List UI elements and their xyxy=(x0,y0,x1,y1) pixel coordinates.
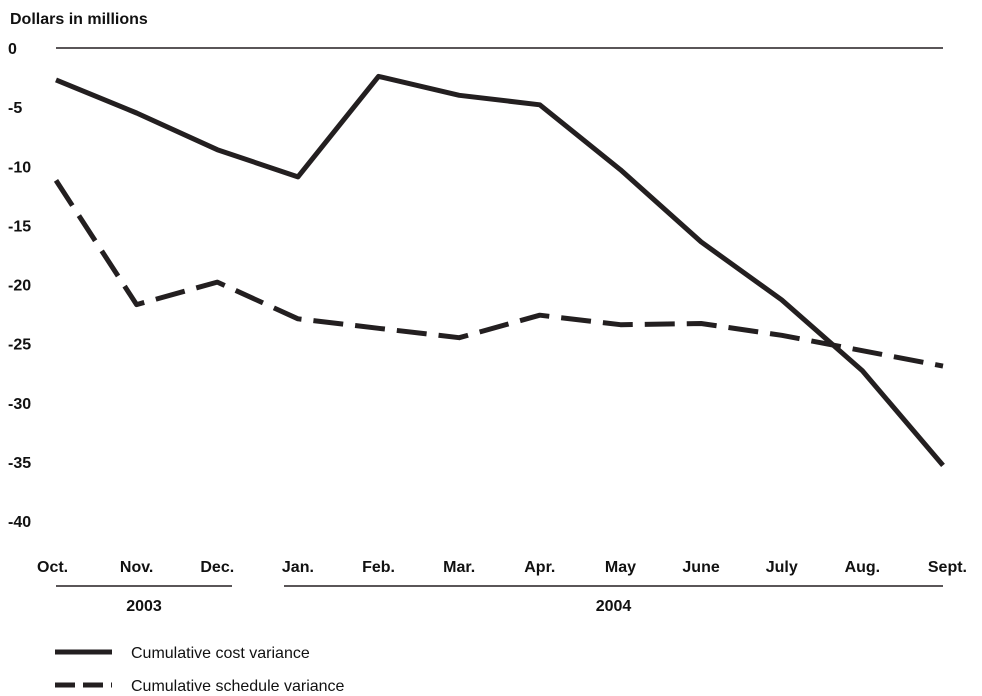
cost-variance-line xyxy=(55,73,945,468)
y-axis-title: Dollars in millions xyxy=(10,11,148,28)
x-tick-label: May xyxy=(605,559,636,576)
x-tick-labels: Oct. Nov. Dec. Jan. Feb. Mar. Apr. May June July A… xyxy=(37,559,967,576)
legend: Cumulative cost variance Cumulative sched… xyxy=(55,645,345,695)
x-tick-label: Apr. xyxy=(524,559,555,576)
y-tick-label: -15 xyxy=(8,218,31,235)
x-tick-label: Jan. xyxy=(282,559,314,576)
y-tick-labels: 0 -5 -10 -15 -20 -25 -30 -35 -40 xyxy=(8,41,31,531)
y-tick-label: 0 xyxy=(8,41,17,58)
y-tick-label: -25 xyxy=(8,337,31,354)
x-tick-label: Nov. xyxy=(120,559,153,576)
y-tick-label: -35 xyxy=(8,455,31,472)
year-label: 2004 xyxy=(596,598,632,615)
y-tick-label: -30 xyxy=(8,396,31,413)
x-tick-label: June xyxy=(682,559,719,576)
year-label: 2003 xyxy=(126,598,162,615)
y-tick-label: -10 xyxy=(8,159,31,176)
legend-label: Cumulative schedule variance xyxy=(131,678,345,695)
y-tick-label: -40 xyxy=(8,514,31,531)
schedule-variance-line xyxy=(53,179,944,369)
x-tick-label: Aug. xyxy=(845,559,881,576)
x-tick-label: Feb. xyxy=(362,559,395,576)
x-tick-label: Oct. xyxy=(37,559,68,576)
x-tick-label: July xyxy=(766,559,798,576)
legend-label: Cumulative cost variance xyxy=(131,645,310,662)
year-groups: 2003 2004 xyxy=(56,585,943,615)
series-layer xyxy=(53,73,945,468)
y-tick-label: -5 xyxy=(8,100,22,117)
x-tick-label: Sept. xyxy=(928,559,967,576)
y-tick-label: -20 xyxy=(8,278,31,295)
x-tick-label: Mar. xyxy=(443,559,475,576)
x-tick-label: Dec. xyxy=(200,559,234,576)
